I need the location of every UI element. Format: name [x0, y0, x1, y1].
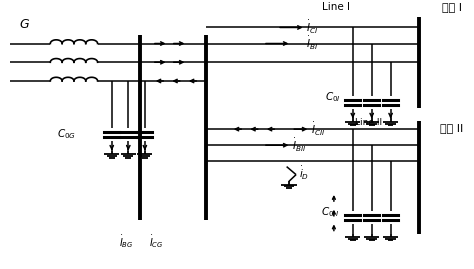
Text: $\dot{I}_{CII}$: $\dot{I}_{CII}$ [311, 121, 326, 138]
Text: 线路 I: 线路 I [442, 2, 462, 12]
Text: $G$: $G$ [19, 18, 30, 31]
Text: $\dot{i}_{D}$: $\dot{i}_{D}$ [300, 165, 310, 182]
Text: $\dot{I}_{CG}$: $\dot{I}_{CG}$ [149, 233, 164, 250]
Text: $\dot{I}_{BI}$: $\dot{I}_{BI}$ [307, 35, 319, 52]
Text: $\dot{I}_{CI}$: $\dot{I}_{CI}$ [307, 19, 319, 36]
Text: $C_{0G}$: $C_{0G}$ [57, 128, 76, 141]
Text: $C_{0I}$: $C_{0I}$ [325, 90, 341, 104]
Text: Line II: Line II [355, 118, 382, 127]
Text: $\dot{I}_{BG}$: $\dot{I}_{BG}$ [118, 233, 133, 250]
Text: 线路 II: 线路 II [440, 123, 464, 133]
Text: Line I: Line I [322, 2, 350, 12]
Text: $C_{0II}$: $C_{0II}$ [321, 205, 338, 219]
Text: $\dot{I}_{BII}$: $\dot{I}_{BII}$ [292, 137, 307, 154]
